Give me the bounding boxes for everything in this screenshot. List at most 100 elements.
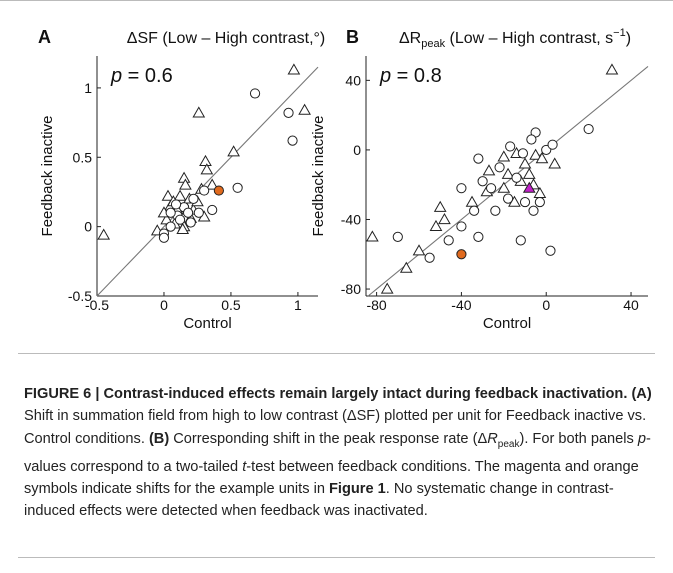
point-circle [473, 231, 484, 242]
point-triangle [412, 244, 426, 256]
point-triangle [179, 178, 192, 190]
point-circle [249, 88, 261, 99]
point-triangle [298, 103, 311, 115]
chart-title: ΔSF (Low – High contrast,°) [127, 30, 325, 47]
point-triangle [433, 200, 447, 212]
caption-run: FIGURE 6 | Contrast-induced effects rema… [24, 386, 628, 402]
point-triangle [161, 189, 175, 201]
point-circle [473, 153, 484, 164]
point-triangle [429, 219, 443, 232]
point-circle [199, 185, 210, 196]
point-circle [526, 134, 537, 145]
x-tick-label: 0 [542, 297, 550, 313]
point-circle [424, 252, 435, 263]
p-value-part: p [379, 65, 391, 87]
point-triangle [529, 148, 542, 160]
point-circle [283, 107, 294, 118]
y-tick-label: -80 [341, 281, 361, 297]
point-circle [193, 207, 204, 218]
y-axis-label: Feedback inactive [310, 116, 327, 237]
point-triangle [535, 152, 549, 164]
p-value: p = 0.6 [110, 65, 173, 87]
point-circle [469, 205, 480, 216]
point-triangle [465, 195, 479, 207]
point-triangle [497, 150, 511, 162]
chart-title: ΔRpeak (Low – High contrast, s−1) [399, 27, 631, 50]
point-circle [232, 182, 243, 193]
y-tick-label: 0 [353, 142, 361, 158]
point-circle [505, 141, 516, 152]
panel-letter: B [346, 27, 359, 47]
point-triangle [365, 230, 379, 242]
point-circle [583, 123, 594, 135]
x-tick-label: -0.5 [85, 297, 109, 313]
point-circle [185, 217, 196, 228]
point-triangle [287, 63, 301, 75]
y-tick-label: -40 [341, 211, 361, 227]
point-triangle [533, 186, 547, 199]
point-circle [443, 235, 454, 246]
caption-run: . No systematic change in contrast-induc… [24, 481, 614, 520]
panel-letter: A [38, 27, 51, 47]
point-triangle [176, 222, 190, 235]
caption-run: Figure 1 [329, 481, 386, 498]
point-circle [547, 139, 558, 150]
x-axis-label: Control [483, 315, 531, 332]
point-triangle [200, 163, 214, 175]
caption-run: Corresponding shift in the peak response… [169, 430, 488, 447]
caption-run: R [487, 430, 498, 447]
point-triangle [548, 157, 562, 169]
point-circle [170, 199, 182, 210]
point-triangle [97, 228, 111, 240]
caption-run: peak [497, 438, 520, 450]
x-tick-label: 1 [294, 297, 302, 313]
y-tick-label: 0 [84, 219, 92, 235]
identity-line [96, 66, 319, 297]
title-part: ΔSF (Low – High contrast,°) [127, 30, 325, 47]
point-circle [392, 231, 403, 242]
point-circle [182, 207, 194, 218]
point-triangle [501, 167, 515, 179]
x-axis-label: Control [183, 315, 231, 332]
y-tick-label: 0.5 [73, 149, 93, 165]
point-circle [517, 148, 529, 159]
point-triangle [497, 181, 511, 193]
point-circle [213, 185, 224, 196]
caption-run: -values correspond to a two-tailed [24, 430, 651, 475]
point-circle [534, 196, 545, 208]
x-tick-label: 40 [623, 297, 639, 313]
divider [18, 353, 655, 354]
point-circle [545, 245, 556, 256]
point-circle [287, 135, 298, 146]
p-value-part: p [110, 65, 122, 87]
p-value-part: = 0.8 [391, 65, 442, 87]
point-circle [494, 162, 505, 173]
point-triangle [399, 261, 413, 273]
point-circle [528, 205, 539, 216]
point-circle [502, 193, 514, 204]
p-value: p = 0.8 [379, 65, 442, 87]
point-triangle [518, 157, 532, 169]
point-circle [165, 207, 176, 218]
y-axis-label: Feedback inactive [39, 116, 56, 237]
point-circle [511, 172, 522, 183]
point-circle [174, 214, 186, 225]
caption-run: p [637, 430, 647, 447]
point-circle [477, 176, 488, 187]
point-triangle [438, 212, 451, 225]
caption-run: Shift in summation field from high to lo… [24, 408, 647, 447]
point-triangle [227, 145, 240, 157]
x-tick-label: -40 [451, 297, 471, 313]
caption-run: (A) [631, 386, 652, 402]
point-triangle [173, 189, 187, 201]
identity-line [367, 66, 649, 297]
point-circle [207, 204, 218, 216]
x-tick-label: -80 [366, 297, 386, 313]
point-circle [188, 193, 199, 204]
title-part: peak [421, 38, 445, 50]
x-tick-label: 0 [160, 297, 168, 313]
point-circle [456, 221, 467, 232]
figure-caption: FIGURE 6 | Contrast-induced effects rema… [24, 383, 654, 523]
p-value-part: = 0.6 [122, 65, 173, 87]
